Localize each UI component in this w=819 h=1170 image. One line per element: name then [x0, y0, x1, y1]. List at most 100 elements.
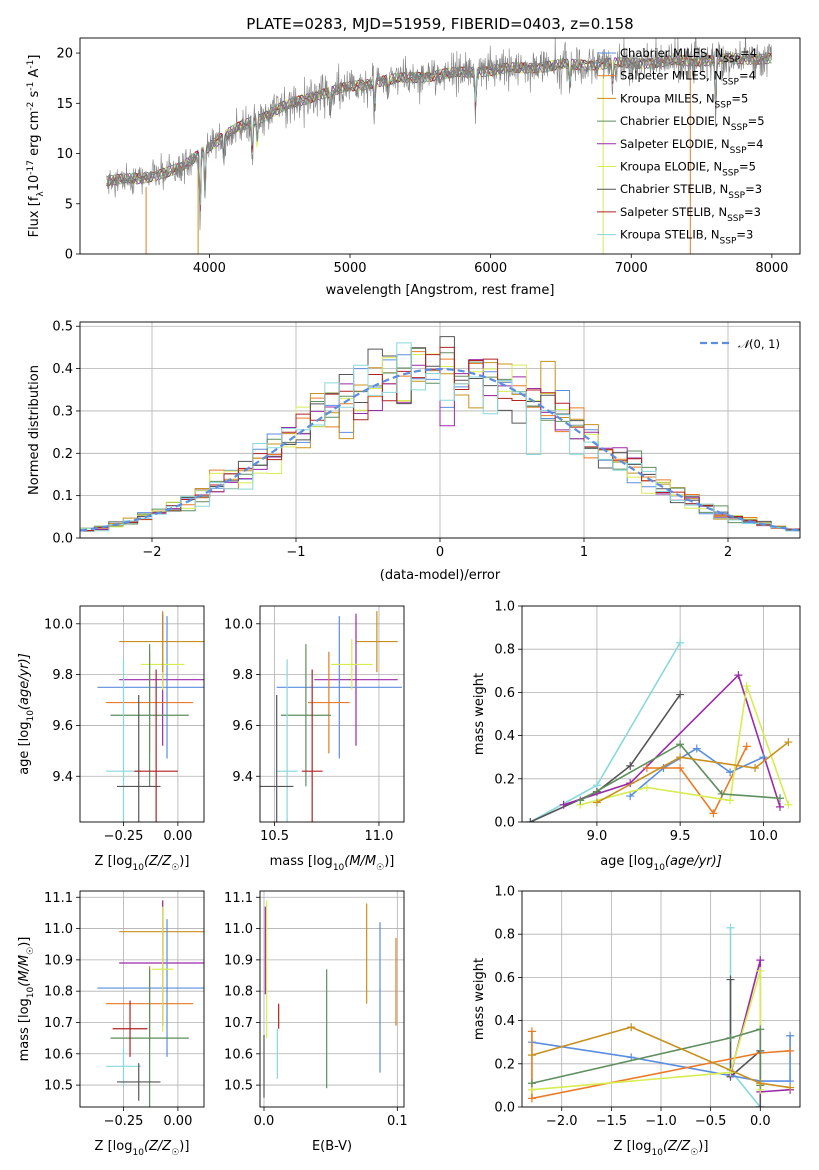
x-tick-label: 0.0 [750, 1114, 771, 1129]
age-vs-mass-panel: 10.5 11.0 9.4 9.6 9.8 10.0 mass [log10(M/M☉)] [224, 605, 405, 873]
x-axis-label: E(B-V) [312, 1139, 352, 1154]
weight-point-marker [786, 1046, 795, 1055]
y-tick-label: 0.4 [494, 729, 515, 744]
weight-point-marker [692, 744, 701, 753]
weight-point-marker [527, 1027, 536, 1036]
x-tick-label: 0.00 [163, 1114, 192, 1129]
y-tick-label: 11.1 [44, 891, 73, 906]
axes-frame [521, 890, 801, 1108]
x-tick-label: 5000 [333, 261, 366, 276]
weight-point-marker [626, 761, 635, 770]
legend-entry-label: Chabrier STELIB, NSSP=3 [620, 182, 762, 201]
y-tick-label: 0.8 [494, 643, 515, 658]
weight-point-marker [717, 789, 726, 798]
x-tick-label: −0.5 [695, 1114, 727, 1129]
axes-frame [259, 605, 405, 823]
y-tick-label: 10.6 [44, 1047, 73, 1062]
weight-point-marker [526, 818, 535, 822]
x-tick-label: 9.0 [587, 829, 608, 844]
axes-frame [79, 321, 801, 539]
y-axis-label: mass weight [472, 673, 487, 755]
y-tick-label: 10.9 [224, 953, 253, 968]
weight-point-marker [742, 681, 751, 690]
x-tick-label: 0 [436, 545, 444, 560]
y-tick-label: 10.6 [224, 1047, 253, 1062]
legend-entry-label: Salpeter MILES, NSSP=4 [620, 69, 756, 88]
x-tick-label: 0.1 [387, 1114, 408, 1129]
y-tick-label: 10.0 [224, 617, 253, 632]
legend-entry-label: Kroupa ELODIE, NSSP=5 [620, 160, 756, 179]
x-axis-label: wavelength [Angstrom, rest frame] [326, 283, 555, 298]
y-tick-label: 15 [56, 97, 73, 112]
spectrum-panel: 4000 5000 6000 7000 8000 0 5 10 15 20 Chabrier MIL… [26, 37, 801, 298]
weight-series-line [580, 685, 790, 806]
weight-point-marker [784, 738, 793, 747]
plot-area [526, 638, 793, 822]
x-axis-label: mass [log10(M/M☉)] [270, 854, 395, 873]
weight-vs-age-panel: 9.0 9.5 10.0 0.0 0.2 0.4 0.6 0.8 1.0 age [log10(a… [472, 600, 801, 873]
x-tick-label: 10.5 [260, 829, 289, 844]
axes-frame [521, 605, 801, 823]
weight-point-marker [786, 1083, 795, 1092]
y-tick-label: 10.7 [44, 1016, 73, 1031]
weight-point-marker [784, 800, 793, 809]
x-axis-label: Z [log10(Z/Z☉)] [95, 1139, 190, 1158]
x-tick-label: −1.0 [645, 1114, 677, 1129]
x-axis-label: Z [log10(Z/Z☉)] [95, 854, 190, 873]
x-tick-label: −1.5 [596, 1114, 628, 1129]
y-tick-label: 0 [65, 248, 73, 263]
x-axis-label: age [log10(age/yr)] [600, 854, 722, 873]
age-vs-metallicity-panel: −0.25 0.00 9.4 9.6 9.8 10.0 Z [log10(Z/Z☉)] age… [17, 605, 205, 873]
plot-area [527, 923, 795, 1107]
normal-reference-curve [80, 367, 800, 532]
y-axis-label: mass [log10(M/M☉)] [17, 937, 36, 1062]
x-tick-label: −2.0 [546, 1114, 578, 1129]
legend-entry-label: Salpeter STELIB, NSSP=3 [620, 205, 761, 224]
weight-point-marker [786, 1031, 795, 1040]
plot-area [106, 38, 772, 254]
weight-series-line [529, 642, 681, 822]
y-tick-label: 9.8 [232, 668, 253, 683]
x-axis-label: (data-model)/error [380, 568, 501, 583]
axes-frame [79, 605, 205, 823]
y-axis-label: Flux [fλ10-17 erg cm-2 s-1 A-1] [26, 55, 46, 238]
y-tick-label: 10.0 [44, 617, 73, 632]
y-tick-label: 0.8 [494, 928, 515, 943]
weight-point-marker [776, 802, 785, 811]
weight-series-line [646, 746, 748, 815]
weight-point-marker [751, 764, 760, 772]
weight-series-line [531, 1028, 762, 1086]
weight-series-line [563, 673, 781, 808]
y-tick-label: 11.0 [224, 922, 253, 937]
weight-point-marker [527, 1079, 536, 1088]
y-tick-label: 11.0 [44, 922, 73, 937]
y-tick-label: 9.4 [52, 770, 73, 785]
weight-point-marker [756, 956, 765, 965]
weight-series-line [531, 970, 762, 1091]
weight-point-marker [756, 1079, 765, 1088]
y-tick-label: 10.5 [44, 1079, 73, 1094]
weight-point-marker [626, 792, 635, 801]
x-tick-label: 0.00 [163, 829, 192, 844]
y-tick-label: 1.0 [494, 885, 515, 900]
y-axis-label: Normed distribution [27, 365, 42, 495]
y-axis-label: age [log10(age/yr)] [17, 653, 36, 775]
x-tick-label: −1 [286, 545, 305, 560]
weight-point-marker [676, 740, 685, 749]
plot-area [97, 900, 204, 1107]
y-tick-label: 20 [56, 47, 73, 62]
y-tick-label: 0.2 [494, 1057, 515, 1072]
weight-point-marker [676, 753, 685, 762]
weight-point-marker [726, 768, 735, 777]
x-tick-label: 4000 [193, 261, 226, 276]
weight-series-line [629, 747, 764, 797]
weight-point-marker [734, 671, 743, 680]
y-tick-label: 0.0 [494, 1101, 515, 1116]
y-tick-label: 0.6 [494, 971, 515, 986]
y-tick-label: 10.7 [224, 1016, 253, 1031]
y-tick-label: 9.6 [232, 719, 253, 734]
figure-title: PLATE=0283, MJD=51959, FIBERID=0403, z=0… [246, 15, 633, 33]
weight-series-line [596, 741, 789, 804]
x-tick-label: 8000 [755, 261, 788, 276]
